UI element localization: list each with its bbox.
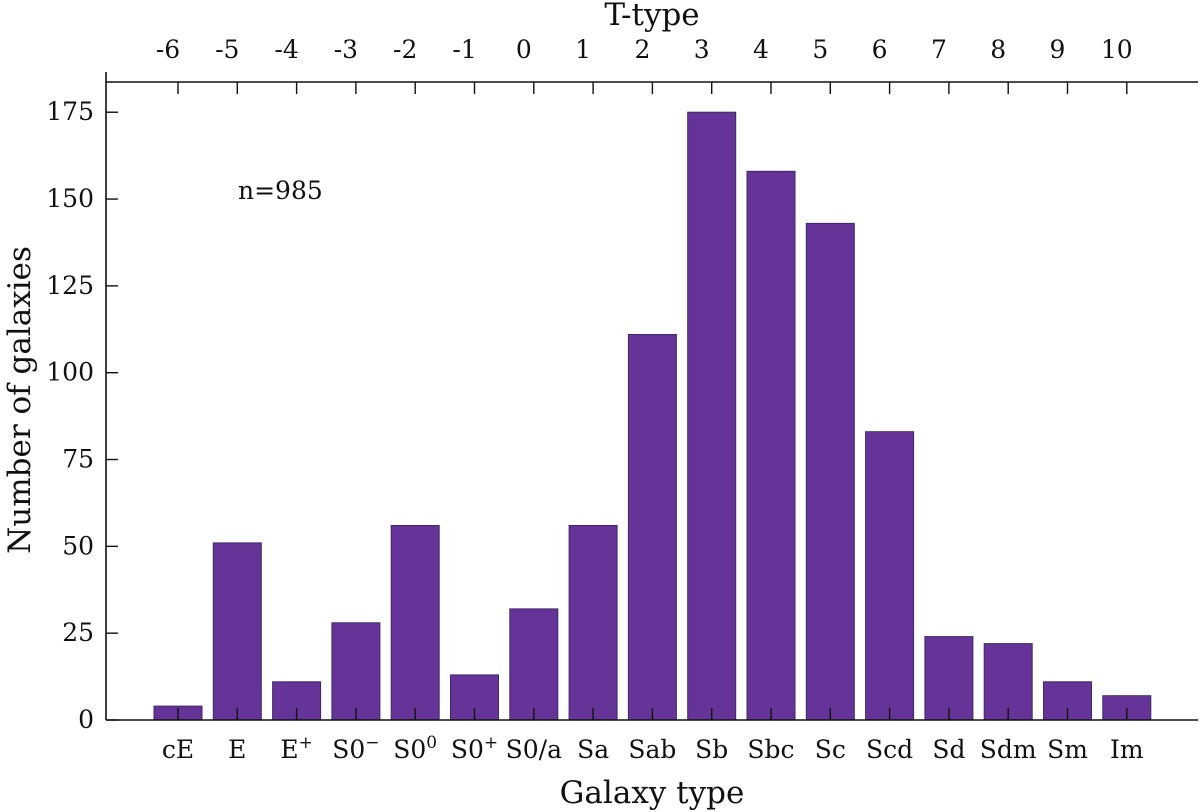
- bar-11: [805, 222, 855, 721]
- bar-13: [924, 636, 974, 721]
- top-tick-label-6: 0: [516, 35, 532, 64]
- top-tick-label-0: -6: [156, 35, 180, 64]
- y-tick-label-4: 100: [46, 358, 94, 387]
- x-tick-label-10: Sbc: [747, 735, 794, 764]
- bar-9: [687, 111, 737, 721]
- top-tick-label-1: -5: [215, 35, 239, 64]
- bar-1: [212, 542, 262, 721]
- y-ticks-group: 0 25 50 75 100 125 150 175: [46, 97, 118, 734]
- top-tick-label-9: 3: [694, 35, 710, 64]
- x-tick-label-3: S0−: [332, 733, 379, 764]
- y-tick-label-3: 75: [62, 445, 94, 474]
- top-tick-label-16: 10: [1101, 35, 1133, 64]
- x-tick-label-0: cE: [162, 735, 194, 764]
- x-axis-title: Galaxy type: [560, 775, 745, 811]
- x-tick-label-13: Sd: [932, 735, 965, 764]
- top-tick-label-13: 7: [931, 35, 947, 64]
- y-axis-title: Number of galaxies: [2, 246, 38, 554]
- y-tick-label-0: 0: [78, 705, 94, 734]
- x-tick-label-2: E+: [280, 733, 313, 764]
- top-tick-label-10: 4: [753, 35, 769, 64]
- y-tick-label-6: 150: [46, 184, 94, 213]
- bar-12: [865, 431, 915, 721]
- x-tick-label-14: Sdm: [980, 735, 1037, 764]
- x-tick-label-8: Sab: [628, 735, 676, 764]
- y-tick-label-2: 50: [62, 531, 94, 560]
- bar-7: [568, 525, 618, 721]
- bars-group: [153, 111, 1152, 721]
- x-tick-label-5: S0+: [451, 733, 498, 764]
- top-tick-label-8: 2: [634, 35, 650, 64]
- bar-8: [627, 334, 677, 721]
- top-tick-label-12: 6: [872, 35, 888, 64]
- x-tick-label-1: E: [228, 735, 246, 764]
- y-tick-label-7: 175: [46, 97, 94, 126]
- top-tick-label-14: 8: [990, 35, 1006, 64]
- top-tick-label-15: 9: [1050, 35, 1066, 64]
- top-tick-label-4: -2: [393, 35, 417, 64]
- x-ticks-group: cE E E+ S0− S00 S0+ S0/a Sa Sab Sb Sbc Sc Scd Sd Sdm Sm…: [162, 708, 1144, 764]
- bar-10: [746, 170, 796, 721]
- sample-size-annotation: n=985: [238, 176, 323, 205]
- top-tick-label-5: -1: [452, 35, 476, 64]
- x-tick-label-9: Sb: [695, 735, 728, 764]
- x-tick-label-6: S0/a: [506, 735, 562, 764]
- y-tick-label-1: 25: [62, 618, 94, 647]
- x-tick-label-15: Sm: [1047, 735, 1088, 764]
- top-axis-title: T-type: [604, 0, 699, 33]
- top-tick-label-11: 5: [812, 35, 828, 64]
- top-tick-label-7: 1: [575, 35, 591, 64]
- y-tick-label-5: 125: [46, 271, 94, 300]
- top-tick-label-2: -4: [274, 35, 298, 64]
- top-tick-label-3: -3: [334, 35, 358, 64]
- x-tick-label-16: Im: [1110, 735, 1144, 764]
- x-tick-label-12: Scd: [866, 735, 913, 764]
- x-tick-label-4: S00: [393, 733, 437, 764]
- bar-14: [983, 643, 1033, 721]
- x-tick-label-7: Sa: [577, 735, 609, 764]
- top-ticks-group: -6 -5 -4 -3 -2 -1 0 1 2 3 4 5 6 7 8 9 10: [156, 35, 1133, 94]
- bar-6: [509, 608, 559, 721]
- x-tick-label-11: Sc: [815, 735, 846, 764]
- bar-3: [331, 622, 381, 721]
- bar-4: [390, 525, 440, 721]
